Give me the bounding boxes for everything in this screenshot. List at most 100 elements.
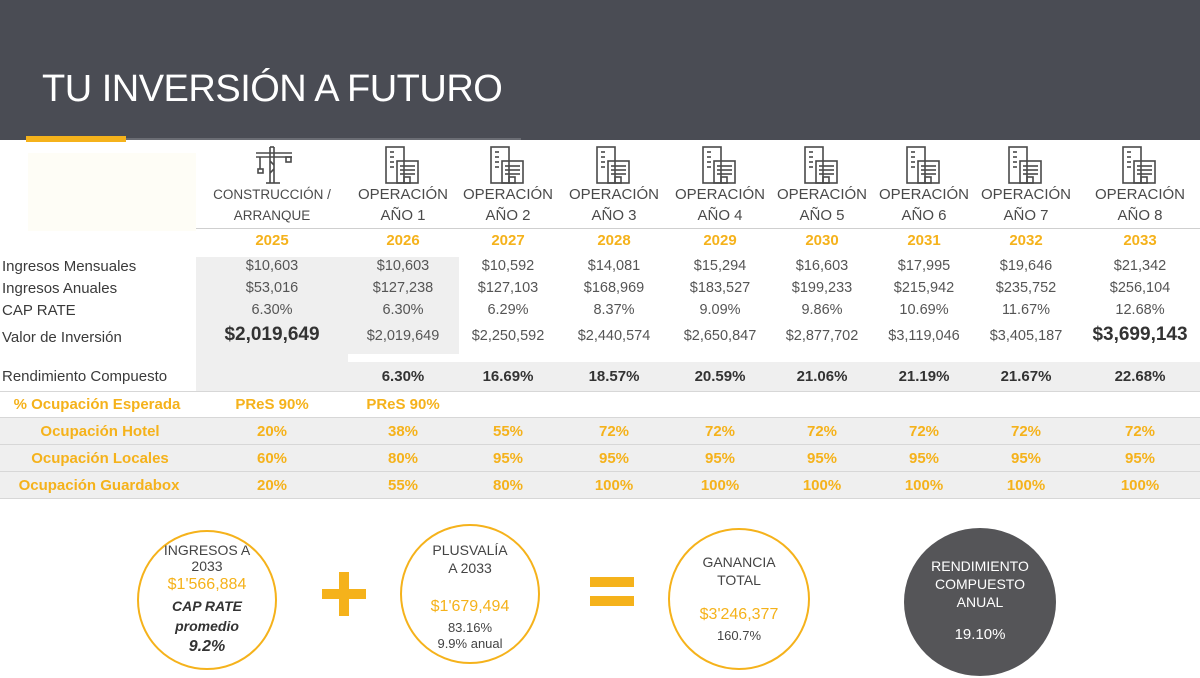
- cell-valor-inversion: $2,650,847: [683, 328, 757, 344]
- occupancy-label: Ocupación Locales: [31, 450, 169, 467]
- cell-valor-inversion: $2,440,574: [577, 328, 651, 344]
- occupancy-cell: 72%: [1010, 423, 1042, 440]
- occupancy-cell: PReS 90%: [366, 396, 440, 413]
- cell-rendimiento: 22.68%: [1114, 368, 1166, 385]
- cell-rendimiento: 21.06%: [796, 368, 848, 385]
- column-year: 2032: [1009, 232, 1043, 249]
- ingresos-line1: INGRESOS A: [163, 542, 251, 558]
- occupancy-cell: 95%: [704, 450, 736, 467]
- cell-ingresos-anuales: $127,238: [372, 280, 434, 296]
- occupancy-cell: 100%: [594, 477, 634, 494]
- occupancy-cell: 60%: [256, 450, 288, 467]
- column-title-line2: AÑO 8: [1117, 207, 1163, 224]
- cell-cap-rate: 6.30%: [251, 302, 293, 318]
- column-title-line1: OPERACIÓN: [357, 186, 448, 203]
- column-year: 2031: [907, 232, 941, 249]
- page-title: TU INVERSIÓN A FUTURO: [42, 68, 503, 110]
- occupancy-rule-1: [0, 417, 1200, 418]
- rendimiento-line1: RENDIMIENTO: [931, 558, 1029, 574]
- plusvalia-line1: PLUSVALÍA: [432, 542, 508, 558]
- rendimiento-circle: RENDIMIENTO COMPUESTO ANUAL 19.10%: [904, 528, 1056, 676]
- cell-cap-rate: 6.30%: [382, 302, 424, 318]
- column-year: 2033: [1123, 232, 1157, 249]
- ganancia-circle: GANANCIA TOTAL $3'246,377 160.7%: [668, 528, 810, 670]
- ingresos-circle: INGRESOS A 2033 $1'566,884 CAP RATE prom…: [137, 530, 277, 670]
- occupancy-cell: 80%: [492, 477, 524, 494]
- cell-cap-rate: 9.09%: [699, 302, 741, 318]
- column-title-line1: OPERACIÓN: [462, 186, 553, 203]
- cell-ingresos-anuales: $53,016: [245, 280, 299, 296]
- cell-ingresos-mensuales: $15,294: [693, 258, 747, 274]
- building-icon: [383, 145, 421, 190]
- ingresos-cap3: 9.2%: [188, 638, 226, 655]
- label-area: [28, 153, 196, 231]
- cell-valor-inversion: $3,119,046: [888, 328, 960, 344]
- occupancy-cell: 100%: [802, 477, 842, 494]
- occupancy-label: Ocupación Guardabox: [18, 477, 180, 494]
- ingresos-cap2: promedio: [175, 618, 239, 634]
- row-label-ingresos-mensuales: Ingresos Mensuales: [2, 258, 137, 275]
- cell-rendimiento: 21.19%: [898, 368, 950, 385]
- cell-rendimiento: 6.30%: [381, 368, 425, 385]
- cell-rendimiento: 21.67%: [1000, 368, 1052, 385]
- occupancy-cell: 95%: [1010, 450, 1042, 467]
- plusvalia-pct: 83.16%: [447, 620, 493, 635]
- occupancy-label: Ocupación Hotel: [40, 423, 160, 440]
- cell-cap-rate: 11.67%: [1001, 302, 1051, 318]
- cell-valor-inversion: $2,250,592: [471, 328, 545, 344]
- building-icon: [488, 145, 526, 190]
- cell-ingresos-mensuales: $10,603: [245, 258, 299, 274]
- column-title-line1: OPERACIÓN: [776, 186, 867, 203]
- cell-ingresos-mensuales: $10,603: [376, 258, 430, 274]
- cell-valor-inversion: $3,405,187: [989, 328, 1063, 344]
- rendimiento-value: 19.10%: [954, 626, 1006, 643]
- occupancy-cell: PReS 90%: [235, 396, 309, 413]
- cell-ingresos-mensuales: $21,342: [1113, 258, 1167, 274]
- cell-ingresos-mensuales: $14,081: [587, 258, 641, 274]
- ingresos-cap1: CAP RATE: [172, 598, 242, 614]
- cell-ingresos-mensuales: $16,603: [795, 258, 849, 274]
- rendimiento-line2: COMPUESTO: [935, 576, 1025, 592]
- ganancia-pct: 160.7%: [716, 628, 762, 643]
- cell-ingresos-anuales: $168,969: [583, 280, 645, 296]
- shade-col-2026: [348, 257, 459, 354]
- cell-ingresos-anuales: $183,527: [689, 280, 751, 296]
- plusvalia-amount: $1'679,494: [430, 598, 510, 615]
- column-title-line1: OPERACIÓN: [878, 186, 969, 203]
- occupancy-cell: 95%: [598, 450, 630, 467]
- occupancy-cell: 100%: [1120, 477, 1160, 494]
- cell-valor-inversion: $2,019,649: [366, 328, 440, 344]
- column-title-line2: ARRANQUE: [233, 208, 311, 223]
- column-title-line1: CONSTRUCCIÓN /: [213, 187, 331, 202]
- occupancy-cell: 100%: [1006, 477, 1046, 494]
- column-title-line1: OPERACIÓN: [1094, 186, 1185, 203]
- occupancy-rule-2: [0, 444, 1200, 445]
- column-title-line1: OPERACIÓN: [674, 186, 765, 203]
- column-title-line2: AÑO 1: [380, 207, 426, 224]
- column-year: 2026: [386, 232, 420, 249]
- occupancy-cell: 100%: [700, 477, 740, 494]
- occupancy-cell: 72%: [806, 423, 838, 440]
- column-title-line2: AÑO 3: [591, 207, 637, 224]
- occupancy-cell: 95%: [1124, 450, 1156, 467]
- cell-ingresos-anuales: $256,104: [1109, 280, 1171, 296]
- cell-valor-inversion: $2,877,702: [785, 328, 859, 344]
- row-label-valor-inversion: Valor de Inversión: [2, 329, 122, 346]
- building-icon: [904, 145, 942, 190]
- occupancy-cell: 80%: [387, 450, 419, 467]
- occupancy-cell: 95%: [492, 450, 524, 467]
- occupancy-cell: 20%: [256, 423, 288, 440]
- column-year: 2029: [703, 232, 737, 249]
- cell-cap-rate: 10.69%: [899, 302, 949, 318]
- building-icon: [802, 145, 840, 190]
- building-icon: [1006, 145, 1044, 190]
- column-year: 2027: [491, 232, 525, 249]
- header-bar: [0, 0, 1200, 140]
- occupancy-cell: 72%: [704, 423, 736, 440]
- ganancia-line2: TOTAL: [717, 572, 761, 588]
- row-label-ingresos-anuales: Ingresos Anuales: [2, 280, 118, 297]
- title-underline: [126, 138, 521, 140]
- cell-rendimiento: 18.57%: [588, 368, 640, 385]
- rendimiento-line3: ANUAL: [956, 594, 1004, 610]
- ganancia-line1: GANANCIA: [702, 554, 776, 570]
